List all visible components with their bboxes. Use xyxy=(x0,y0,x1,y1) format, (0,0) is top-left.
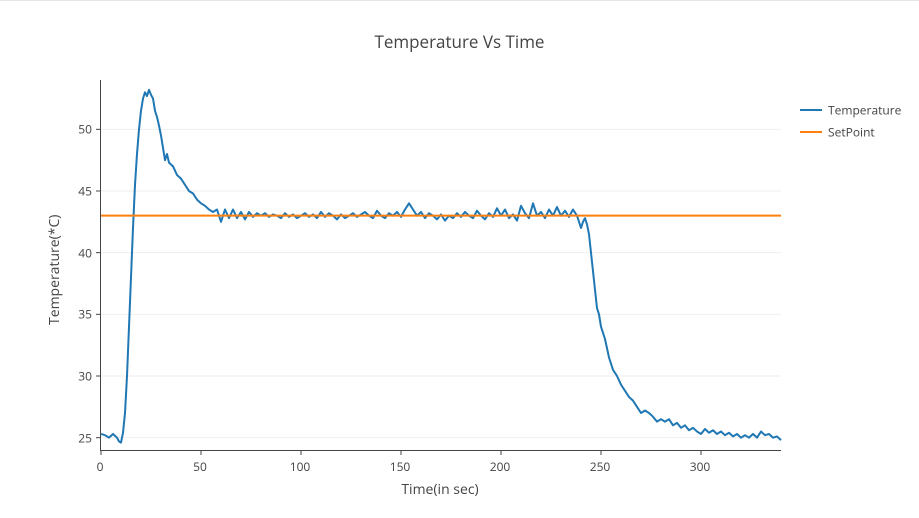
y-tick-label: 30 xyxy=(78,368,92,385)
y-axis-label: Temperature(*C) xyxy=(45,215,64,325)
x-tick-label: 0 xyxy=(97,458,104,475)
y-tick-label: 50 xyxy=(78,121,92,138)
x-tick-label: 200 xyxy=(490,458,511,475)
legend-label: Temperature xyxy=(828,101,901,118)
legend-swatch xyxy=(800,109,822,111)
top-border xyxy=(0,0,919,1)
y-tick-label: 25 xyxy=(78,429,92,446)
y-tick-label: 35 xyxy=(78,306,92,323)
x-tick-label: 150 xyxy=(390,458,411,475)
legend-entry[interactable]: Temperature xyxy=(800,100,901,118)
x-tick-label: 100 xyxy=(290,458,311,475)
legend-swatch xyxy=(800,131,822,133)
legend-label: SetPoint xyxy=(828,124,875,141)
series-line xyxy=(101,90,781,443)
x-tick-label: 250 xyxy=(590,458,611,475)
y-tick-label: 40 xyxy=(78,244,92,261)
x-tick-label: 50 xyxy=(193,458,207,475)
y-tick-label: 45 xyxy=(78,183,92,200)
chart-title: Temperature Vs Time xyxy=(0,30,919,53)
legend-entry[interactable]: SetPoint xyxy=(800,122,901,140)
chart-svg xyxy=(101,80,781,450)
x-axis-label: Time(in sec) xyxy=(401,480,478,499)
legend: Temperature SetPoint xyxy=(800,100,901,145)
plot-area xyxy=(100,80,781,451)
x-tick-label: 300 xyxy=(690,458,711,475)
